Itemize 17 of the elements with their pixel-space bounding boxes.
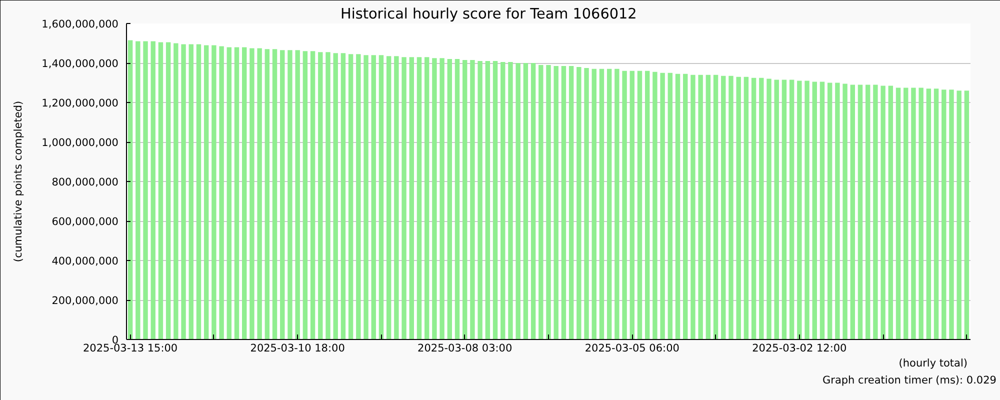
y-axis-title: (cumulative points completed): [12, 100, 25, 262]
x-tick-label: 2025-03-13 15:00: [82, 342, 178, 354]
y-tick-label: 1,600,000,000: [42, 18, 119, 30]
x-tick-label: 2025-03-02 12:00: [752, 342, 847, 354]
y-tick-label: 1,200,000,000: [42, 98, 119, 110]
y-tick-label: 400,000,000: [52, 256, 119, 268]
y-tick-label: 600,000,000: [52, 216, 119, 228]
y-tick-label: 1,000,000,000: [42, 137, 119, 149]
x-tick-label: 2025-03-10 18:00: [250, 342, 345, 354]
y-tick-label: 1,400,000,000: [42, 58, 119, 70]
text: Graph creation timer (ms): 0.029: [822, 374, 996, 386]
y-tick-label: 800,000,000: [52, 176, 119, 188]
chart-title: Historical hourly score for Team 1066012: [340, 6, 637, 22]
y-tick-label: 200,000,000: [52, 295, 119, 307]
x-axis-title: (hourly total): [898, 358, 968, 370]
x-tick-label: 2025-03-05 06:00: [584, 342, 680, 354]
x-tick-label: 2025-03-08 03:00: [418, 342, 512, 354]
